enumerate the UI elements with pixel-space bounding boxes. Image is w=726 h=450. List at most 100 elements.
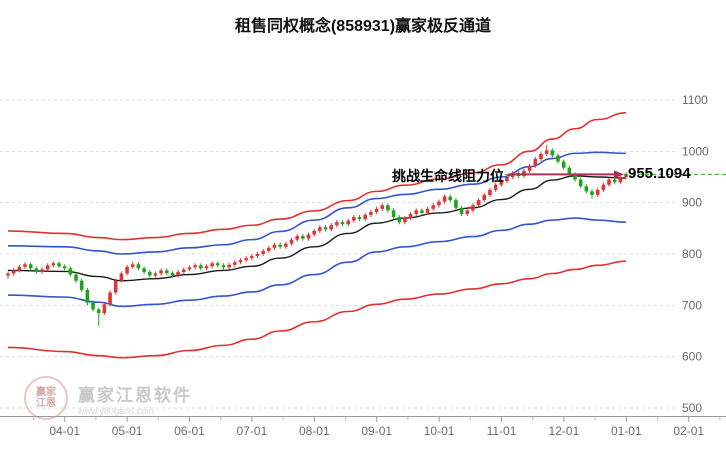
band-mid: [7, 175, 627, 282]
candle-body: [437, 201, 441, 206]
candle-body: [550, 150, 555, 156]
candle-body: [607, 179, 611, 185]
candle-body: [96, 309, 101, 314]
candle-body: [352, 217, 356, 221]
candle-body: [227, 264, 231, 268]
candle-body: [346, 220, 350, 225]
chart-title: 租售同权概念(858931)赢家极反通道: [234, 18, 492, 35]
candle-body: [539, 153, 543, 160]
brand-logo-icon: 赢家 江恩: [24, 376, 68, 420]
candle-body: [238, 260, 243, 263]
candle-body: [85, 289, 90, 303]
x-axis-label: 11-01: [487, 424, 517, 438]
candle-body: [233, 262, 237, 265]
candle-body: [187, 267, 192, 270]
candle-body: [51, 263, 56, 266]
candle-body: [414, 210, 419, 214]
candle-body: [6, 273, 10, 276]
candle-body: [295, 236, 299, 240]
candle-body: [198, 265, 203, 269]
candle-body: [215, 263, 220, 266]
candle-body: [544, 150, 549, 154]
candle-body: [318, 227, 322, 231]
candle-body: [612, 179, 617, 183]
candle-body: [408, 213, 413, 219]
candle-body: [459, 207, 464, 214]
candle-body: [533, 159, 538, 166]
candle-body: [357, 217, 362, 220]
x-axis-label: 04-01: [49, 424, 80, 438]
candle-body: [136, 264, 141, 269]
band-upper-blue: [7, 151, 627, 255]
candle-body: [210, 263, 214, 267]
x-axis-label: 08-01: [299, 424, 330, 438]
candle-body: [125, 266, 129, 274]
y-axis-label: 1100: [682, 93, 708, 107]
candle-body: [301, 236, 305, 239]
candle-body: [108, 292, 112, 305]
band-upper-red: [7, 112, 627, 241]
candle-body: [34, 268, 39, 272]
y-axis-label: 900: [682, 196, 702, 210]
candle-body: [448, 196, 453, 201]
candle-body: [119, 273, 124, 281]
candle-body: [374, 208, 379, 212]
candle-body: [403, 218, 407, 223]
candle-body: [204, 266, 209, 269]
candle-body: [499, 181, 504, 185]
x-axis-label: 06-01: [174, 424, 205, 438]
candle-body: [618, 177, 623, 183]
x-axis-label: 02-01: [673, 424, 704, 438]
x-axis-label: 12-01: [549, 424, 580, 438]
candle-body: [493, 184, 498, 190]
candle-body: [142, 268, 146, 272]
candle-body: [244, 258, 248, 261]
x-axis-label: 07-01: [237, 424, 268, 438]
candle-body: [284, 243, 288, 247]
candle-body: [147, 271, 152, 276]
candle-body: [340, 222, 345, 225]
candle-body: [130, 264, 135, 267]
candle-body: [221, 265, 226, 268]
annotation-label: 挑战生命线阻力位: [392, 168, 504, 184]
logo-text-top: 赢家: [36, 386, 56, 398]
candle-body: [601, 184, 606, 190]
candle-body: [74, 274, 78, 281]
candle-body: [306, 234, 311, 239]
candle-body: [62, 266, 67, 269]
candle-body: [454, 200, 458, 208]
x-axis-label: 01-01: [611, 424, 642, 438]
candle-body: [363, 214, 368, 220]
candle-body: [561, 161, 566, 168]
candle-body: [465, 210, 470, 214]
candle-body: [476, 200, 481, 206]
candle-body: [181, 269, 186, 272]
candle-body: [488, 189, 492, 195]
candle-body: [153, 273, 158, 276]
candle-body: [57, 263, 61, 267]
candle-body: [23, 264, 27, 267]
candle-body: [482, 194, 487, 201]
candle-body: [91, 302, 95, 310]
x-axis-label: 10-01: [424, 424, 455, 438]
candle-body: [335, 222, 339, 226]
candle-body: [45, 265, 50, 270]
candle-body: [584, 186, 589, 192]
candle-body: [369, 211, 373, 215]
annotation-value: 955.1094: [628, 165, 691, 182]
candle-body: [556, 155, 560, 162]
x-axis-label: 05-01: [112, 424, 143, 438]
watermark: 赢家 江恩 赢家江恩软件 www.y80gann.com: [24, 376, 192, 420]
candle-body: [79, 280, 84, 290]
candle-body: [261, 250, 265, 254]
candle-body: [431, 205, 436, 209]
candle-body: [68, 268, 73, 275]
candle-body: [505, 177, 509, 182]
y-axis-label: 800: [682, 247, 702, 261]
candle-body: [420, 210, 424, 213]
y-axis-label: 700: [682, 298, 702, 312]
candle-body: [176, 271, 180, 276]
candle-body: [102, 304, 107, 314]
candle-body: [40, 269, 44, 272]
